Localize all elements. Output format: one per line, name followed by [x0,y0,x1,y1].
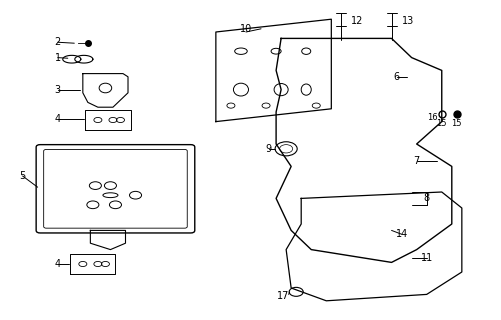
Text: 12: 12 [351,16,363,26]
Text: 15: 15 [451,119,461,128]
Text: 2: 2 [55,37,61,47]
Text: 13: 13 [401,16,413,26]
Text: 14: 14 [395,229,407,239]
Text: 7: 7 [413,156,419,166]
Text: 4: 4 [55,259,61,269]
Text: 5: 5 [20,171,26,181]
Text: 1: 1 [55,52,61,63]
Text: 3: 3 [55,84,61,95]
Text: 8: 8 [423,193,429,204]
Text: 9: 9 [265,144,271,154]
Text: 6: 6 [393,72,399,82]
Text: 10: 10 [239,24,252,34]
Text: 4: 4 [55,114,61,124]
Text: 17: 17 [277,291,289,301]
Text: 15: 15 [436,119,446,128]
Text: 16: 16 [426,113,437,122]
Text: 11: 11 [420,252,432,263]
